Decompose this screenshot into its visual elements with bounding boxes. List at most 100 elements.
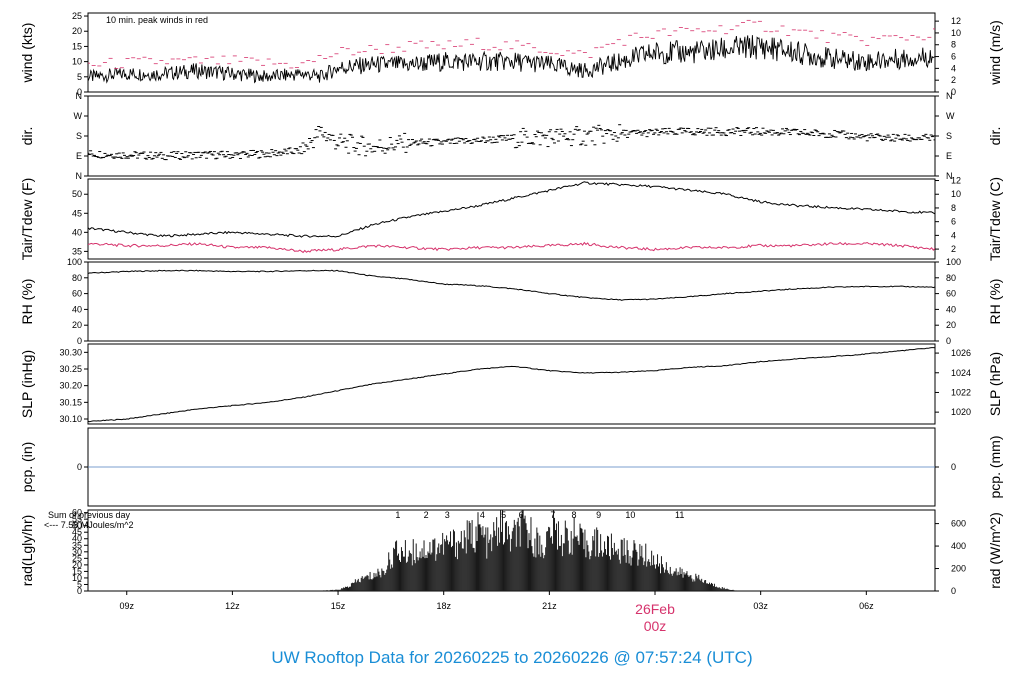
y-tick-label-right: 1022 <box>951 387 971 397</box>
y-tick-label: 45 <box>72 208 82 218</box>
rad-hour-label: 10 <box>625 510 635 520</box>
data-point <box>669 564 670 565</box>
data-point <box>760 25 761 26</box>
plot-area <box>88 347 935 423</box>
panel-frame <box>87 261 936 342</box>
y-tick-label: 30 <box>72 547 82 557</box>
data-point <box>866 40 867 41</box>
series-temp-1 <box>88 241 935 254</box>
series-wind-0 <box>88 35 937 84</box>
rad-hour-label: 11 <box>675 510 684 520</box>
y-tick-label: 30.15 <box>59 397 82 407</box>
data-point <box>725 131 726 132</box>
y-tick-label: 30.30 <box>59 347 82 357</box>
series-rad-0 <box>323 510 737 591</box>
x-tick-label: 15z <box>331 601 346 611</box>
date-marker-time: 00z <box>644 618 667 634</box>
rad-hour-label: 7 <box>550 510 555 520</box>
x-tick-label: 03z <box>753 601 768 611</box>
y-axis-label-right: pcp. (mm) <box>987 436 1003 499</box>
y-tick-label-right: 200 <box>951 564 966 574</box>
y-tick-label: 20 <box>72 26 82 36</box>
y-tick-label-right: 400 <box>951 541 966 551</box>
y-tick-label-right: 2 <box>951 75 956 85</box>
data-point <box>936 138 937 139</box>
data-point <box>161 61 162 62</box>
y-tick-label-right: 6 <box>951 52 956 62</box>
panel-temp: 35 40 45 50 2 4 6 8 10 12 Tair/Tdew (F) Tair/Tdew (… <box>19 176 1003 261</box>
series-line <box>88 35 935 84</box>
data-point <box>383 567 384 568</box>
y-tick-label-right: N <box>946 171 953 181</box>
y-tick-label: 10 <box>72 57 82 67</box>
data-point <box>91 64 92 65</box>
y-tick-label-right: 0 <box>951 462 956 472</box>
plot-area <box>88 124 937 161</box>
y-tick-label-right: E <box>946 151 952 161</box>
data-point <box>647 550 648 551</box>
y-tick-label-right: 12 <box>951 16 961 26</box>
data-point <box>584 135 585 136</box>
data-point <box>489 538 490 539</box>
series-rh-0 <box>88 269 935 301</box>
y-axis-label-right: dir. <box>987 127 1003 146</box>
data-point <box>337 52 338 53</box>
data-point <box>425 541 426 542</box>
y-axis-label-right: SLP (hPa) <box>987 352 1003 416</box>
series-slp-0 <box>88 347 935 423</box>
data-point <box>408 64 409 65</box>
data-point <box>563 529 564 530</box>
series-line <box>88 241 935 254</box>
y-axis-label: rad(Lgly/hr) <box>19 515 35 587</box>
y-tick-label: 0 <box>77 586 82 596</box>
data-point <box>936 55 937 56</box>
y-tick-label: S <box>76 131 82 141</box>
y-axis-label: dir. <box>19 127 35 146</box>
data-point <box>373 49 374 50</box>
rad-hour-label: 5 <box>501 510 506 520</box>
data-point <box>616 541 617 542</box>
date-marker-date: 26Feb <box>635 601 675 617</box>
y-tick-label-right: 0 <box>951 87 956 97</box>
data-point <box>542 541 543 542</box>
y-tick-label-right: 10 <box>951 28 961 38</box>
y-tick-label: 5 <box>77 579 82 589</box>
y-tick-label-right: 2 <box>951 244 956 254</box>
data-point <box>126 154 127 155</box>
y-axis-label-right: Tair/Tdew (C) <box>987 177 1003 261</box>
y-axis-label: pcp. (in) <box>19 442 35 493</box>
series-wind-1 <box>88 19 935 69</box>
y-tick-label: 0 <box>77 336 82 346</box>
panel-wind: 0 5 10 15 20 25 0 2 46 8 10 12 wind (kts) wind (m/s) 1… <box>19 11 1003 97</box>
panel-rad: 0510152025303540455055600200400600rad(Lg… <box>19 508 1003 596</box>
y-tick-label: 40 <box>72 304 82 314</box>
data-point <box>408 142 409 143</box>
rad-sum-value: <--- 7.58 MJoules/m^2 <box>44 520 134 530</box>
data-point <box>232 61 233 62</box>
y-tick-label-right: 40 <box>946 304 956 314</box>
y-tick-label: 30.10 <box>59 414 82 424</box>
data-point <box>436 538 437 539</box>
series-temp-0 <box>88 181 935 238</box>
panel-rh: 0 20 40 60 80 100 0 20 40 60 80 100 RH (%) RH (%) <box>19 257 1003 346</box>
y-tick-label-right: 10 <box>951 189 961 199</box>
data-point <box>654 34 655 35</box>
data-point <box>760 131 761 132</box>
rad-hour-label: 8 <box>572 510 577 520</box>
data-point <box>514 46 515 47</box>
y-tick-label: 35 <box>72 540 82 550</box>
data-point <box>584 55 585 56</box>
y-tick-label: 15 <box>72 41 82 51</box>
panel-frame <box>87 178 936 260</box>
series-line <box>88 181 935 238</box>
y-tick-label: 0 <box>77 462 82 472</box>
data-point <box>443 142 444 143</box>
y-tick-label-right: 20 <box>946 320 956 330</box>
panel-frame <box>87 12 936 93</box>
y-axis-label-right: rad (W/m^2) <box>987 512 1003 589</box>
y-tick-label: 20 <box>72 560 82 570</box>
